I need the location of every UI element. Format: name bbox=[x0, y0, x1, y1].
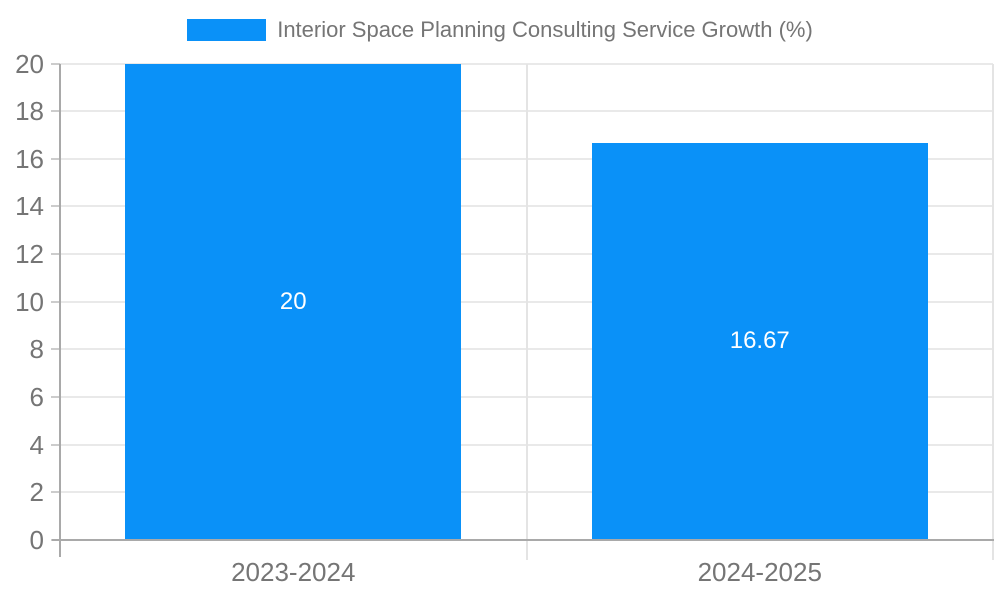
chart-legend[interactable]: Interior Space Planning Consulting Servi… bbox=[0, 16, 1000, 44]
y-axis-tick-2 bbox=[51, 491, 60, 494]
y-axis-tick-8 bbox=[51, 348, 60, 351]
x-axis-label-2024-2025: 2024-2025 bbox=[697, 557, 822, 587]
y-axis-line bbox=[59, 63, 61, 557]
y-axis-tick-4 bbox=[51, 443, 60, 446]
y-axis-label-6: 6 bbox=[29, 382, 44, 413]
x-axis-line bbox=[52, 539, 994, 541]
legend-swatch-icon bbox=[187, 19, 267, 41]
y-axis-label-20: 20 bbox=[15, 48, 44, 79]
legend-label: Interior Space Planning Consulting Servi… bbox=[277, 17, 813, 42]
y-axis-tick-6 bbox=[51, 396, 60, 399]
y-axis-label-2: 2 bbox=[29, 477, 44, 508]
bar-value-label-2024-2025: 16.67 bbox=[729, 327, 790, 355]
y-axis-label-12: 12 bbox=[15, 239, 44, 270]
y-axis-tick-10 bbox=[51, 300, 60, 303]
x-axis-label-2023-2024: 2023-2024 bbox=[231, 557, 356, 587]
y-axis-tick-16 bbox=[51, 157, 60, 160]
bar-value-label-2023-2024: 20 bbox=[279, 287, 307, 315]
y-axis-tick-20 bbox=[51, 62, 60, 65]
y-axis-label-18: 18 bbox=[15, 96, 44, 127]
gridline-x-boundary-2 bbox=[992, 63, 994, 560]
y-axis-label-8: 8 bbox=[29, 334, 44, 365]
y-axis-label-4: 4 bbox=[29, 429, 44, 460]
y-axis-tick-12 bbox=[51, 253, 60, 256]
y-axis-tick-14 bbox=[51, 205, 60, 208]
bar-2024-2025[interactable] bbox=[591, 142, 928, 540]
bar-2023-2024[interactable] bbox=[125, 63, 462, 540]
y-axis-label-0: 0 bbox=[29, 525, 44, 555]
y-axis-label-16: 16 bbox=[15, 143, 44, 174]
y-axis-label-14: 14 bbox=[15, 191, 44, 222]
y-axis-label-10: 10 bbox=[15, 286, 44, 317]
y-axis-tick-18 bbox=[51, 110, 60, 113]
gridline-x-boundary-1 bbox=[525, 63, 528, 560]
